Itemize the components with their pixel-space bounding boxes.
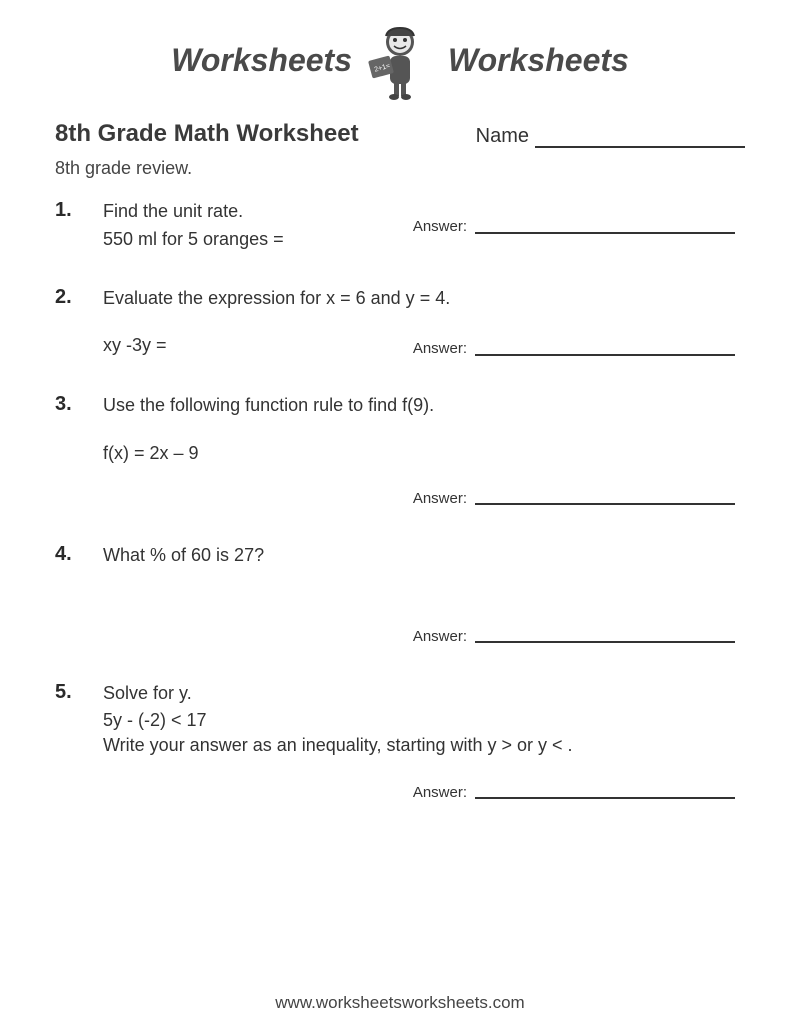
question-prompt: Evaluate the expression for x = 6 and y … [103,286,745,311]
question-5: 5. Solve for y. 5y - (-2) < 17 Write you… [55,681,745,801]
question-prompt: Solve for y. [103,681,745,706]
name-input-line[interactable] [535,128,745,148]
question-number: 3. [55,393,83,416]
worksheet-subtitle: 8th grade review. [0,148,800,199]
question-number: 4. [55,543,83,566]
answer-label: Answer: [413,340,467,357]
logo-text-left: Worksheets [171,42,352,79]
question-prompt: What % of 60 is 27? [103,543,745,568]
answer-label: Answer: [413,218,467,235]
logo-container: Worksheets 2+1= Worksheets [0,0,800,120]
worksheet-title: 8th Grade Math Worksheet [55,120,359,148]
question-1: 1. Find the unit rate. Answer: 550 ml fo… [55,199,745,250]
header-row: 8th Grade Math Worksheet Name [0,120,800,148]
answer-input-line[interactable] [475,629,735,643]
answer-row: Answer: [55,784,745,801]
footer-url: www.worksheetsworksheets.com [0,993,800,1013]
question-body-2: Write your answer as an inequality, star… [103,735,745,756]
answer-input-line[interactable] [475,220,735,234]
answer-input-line[interactable] [475,342,735,356]
answer-label: Answer: [413,628,467,645]
child-reading-icon: 2+1= [360,20,440,100]
question-2: 2. Evaluate the expression for x = 6 and… [55,286,745,357]
questions-list: 1. Find the unit rate. Answer: 550 ml fo… [0,199,800,801]
logo: Worksheets 2+1= Worksheets [171,20,629,100]
question-body: f(x) = 2x – 9 [103,443,745,464]
answer-label: Answer: [413,784,467,801]
answer-row: Answer: [55,490,745,507]
question-number: 5. [55,681,83,704]
question-3: 3. Use the following function rule to fi… [55,393,745,506]
question-body: 5y - (-2) < 17 [103,710,745,731]
logo-text-right: Worksheets [448,42,629,79]
question-number: 1. [55,199,83,222]
answer-label: Answer: [413,490,467,507]
answer-input-line[interactable] [475,491,735,505]
question-4: 4. What % of 60 is 27? Answer: [55,543,745,645]
name-field: Name [476,125,745,148]
answer-input-line[interactable] [475,785,735,799]
question-number: 2. [55,286,83,309]
answer-row: Answer: [55,628,745,645]
question-prompt: Use the following function rule to find … [103,393,745,418]
name-label: Name [476,125,529,148]
